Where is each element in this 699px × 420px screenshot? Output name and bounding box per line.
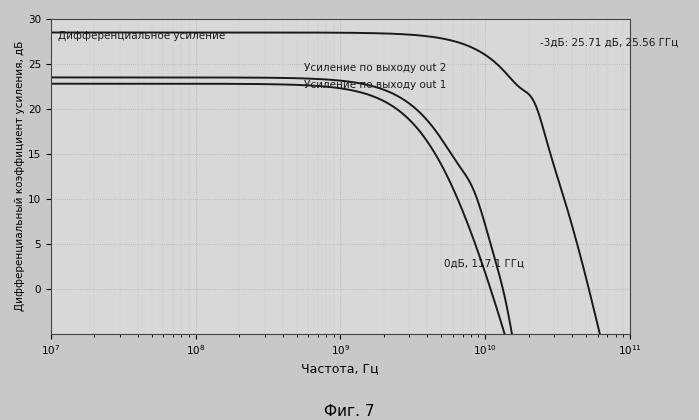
Text: Дифференциальное усиление: Дифференциальное усиление	[58, 31, 225, 41]
Text: -3дБ: 25.71 дБ, 25.56 ГГц: -3дБ: 25.71 дБ, 25.56 ГГц	[540, 38, 678, 48]
X-axis label: Частота, Гц: Частота, Гц	[301, 362, 379, 375]
Text: Усиление по выходу out 2: Усиление по выходу out 2	[304, 63, 447, 73]
Y-axis label: Дифференциальный коэффициент усиления, дБ: Дифференциальный коэффициент усиления, д…	[15, 41, 25, 312]
Text: Усиление по выходу out 1: Усиление по выходу out 1	[304, 80, 447, 90]
Text: Фиг. 7: Фиг. 7	[324, 404, 375, 419]
Text: 0дБ, 117.1 ГГц: 0дБ, 117.1 ГГц	[445, 258, 524, 268]
